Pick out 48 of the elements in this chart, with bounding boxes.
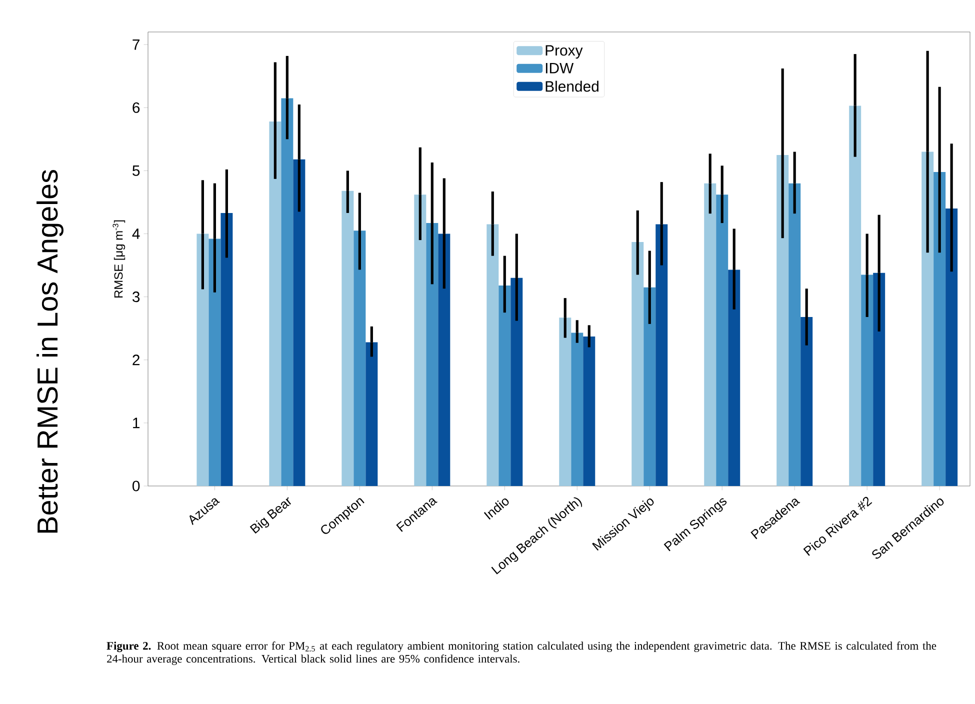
bar (498, 285, 511, 486)
text: Figure 2. Root mean square error for PM$_{2.5}$ at each regulatory ambient monitoring station calculated using the independent gravimetric data. The RMSE is calculated from the 24-hour average concentrations. Vertical black solid lines are 95% confidence intervals. (106, 642, 936, 665)
y-tick-label: 4 (132, 228, 140, 239)
bar (342, 190, 354, 486)
bar (776, 154, 789, 486)
y-tick-label: 3 (132, 292, 140, 302)
bar (438, 234, 450, 486)
bar (354, 230, 366, 486)
bar (196, 234, 209, 486)
legend-label: IDW (546, 63, 574, 74)
bar (366, 342, 378, 486)
bar (946, 208, 958, 486)
bar (510, 278, 523, 486)
bar (656, 224, 668, 486)
bar (208, 238, 221, 486)
bar (873, 272, 886, 486)
legend-label: Blended (546, 80, 598, 92)
y-tick-label: 5 (132, 165, 140, 176)
legend-label: Proxy (546, 45, 583, 59)
y-tick-label: 0 (132, 480, 140, 492)
bar (293, 159, 306, 486)
y-tick-label: 6 (132, 102, 140, 113)
bar (861, 274, 874, 486)
bar (583, 336, 596, 486)
bar (728, 270, 740, 486)
bar (800, 316, 813, 486)
bar (704, 183, 716, 486)
y-tick-label: 2 (132, 354, 140, 366)
bar (559, 318, 572, 486)
bar (414, 194, 426, 486)
bar (788, 183, 801, 486)
y-tick-label: 7 (132, 39, 140, 50)
x-tick-label: Indio (484, 498, 509, 520)
y-axis-title: RMSE [μg m$^{-3}$] (112, 220, 126, 298)
bar (632, 242, 644, 486)
bar (849, 106, 862, 486)
bar (426, 223, 438, 486)
bar (220, 212, 233, 486)
bar (716, 194, 728, 486)
bar (269, 122, 282, 486)
bar (644, 287, 656, 486)
y-tick-label: 1 (133, 418, 140, 428)
bar (571, 332, 584, 486)
bar (934, 172, 946, 486)
bar (922, 152, 934, 486)
text: Better RMSE in Los Angeles (36, 170, 64, 533)
bar (486, 224, 499, 486)
bar (281, 98, 294, 486)
